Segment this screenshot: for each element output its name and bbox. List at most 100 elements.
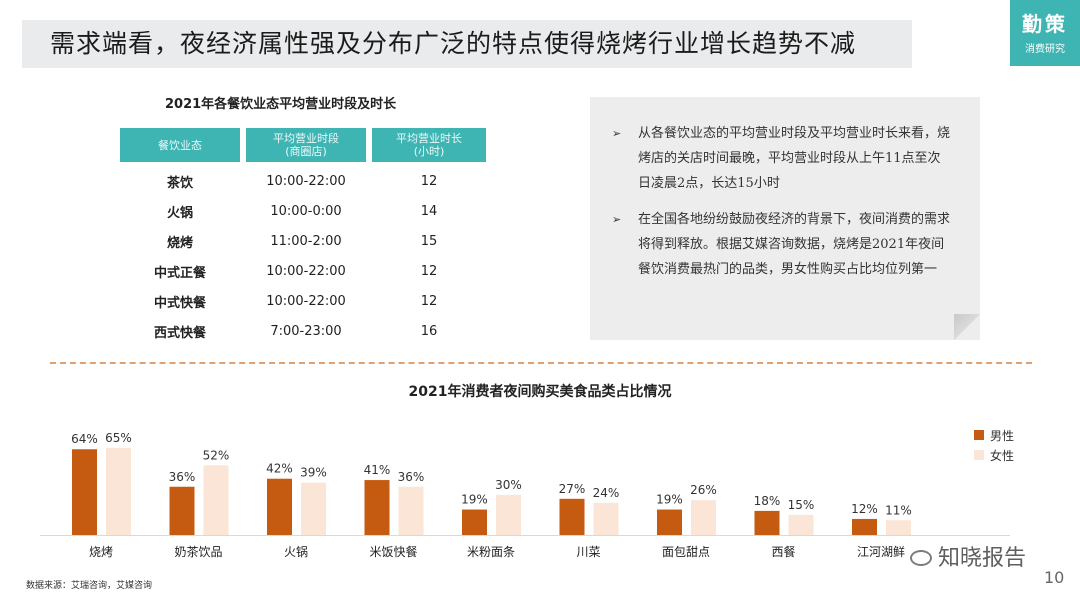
table-row: 火锅 10:00-0:00 14	[120, 196, 486, 226]
note-bullet-2: ➢ 在全国各地纷纷鼓励夜经济的背景下，夜间消费的需求将得到释放。根据艾媒咨询数据…	[612, 207, 952, 282]
legend-swatch	[974, 450, 984, 460]
data-label: 19%	[461, 493, 488, 507]
category-label: 面包甜点	[662, 545, 710, 559]
data-label: 26%	[690, 483, 717, 497]
legend-label: 男性	[990, 429, 1014, 443]
bar-male	[267, 478, 292, 535]
watermark-text: 知晓报告	[938, 546, 1027, 571]
category-label: 江河湖鲜	[857, 544, 905, 559]
table-row: 茶饮 10:00-22:00 12	[120, 166, 486, 196]
page-number: 10	[1044, 568, 1065, 587]
table-cell-hours: 12	[420, 263, 438, 279]
bar-female	[398, 486, 424, 535]
table-cell-category: 中式快餐	[153, 295, 206, 311]
table-cell-category: 火锅	[166, 205, 193, 221]
watermark: 知晓报告	[910, 540, 1026, 572]
bar-male	[754, 510, 780, 535]
table-cell-hours: 12	[420, 293, 438, 309]
table-header-hours: 平均营业时长 (小时)	[372, 128, 486, 166]
category-label: 米粉面条	[467, 545, 515, 559]
logo-sub-text: 消费研究	[1025, 44, 1065, 55]
legend-label: 女性	[990, 448, 1014, 463]
bar-female	[886, 520, 911, 535]
table-cell-period: 10:00-22:00	[266, 173, 346, 189]
bar-male	[852, 518, 877, 535]
bar-male	[559, 498, 585, 535]
data-label: 19%	[656, 493, 683, 507]
table-cell-period: 7:00-23:00	[270, 323, 342, 339]
data-label: 18%	[754, 494, 781, 508]
data-label: 24%	[593, 486, 620, 500]
bar-female	[496, 494, 521, 535]
bar-male	[462, 509, 487, 535]
bar-female	[203, 465, 229, 535]
data-label: 64%	[71, 432, 98, 446]
data-label: 30%	[495, 478, 522, 492]
bar-female	[593, 502, 619, 535]
table-cell-period: 11:00-2:00	[270, 233, 342, 249]
category-label: 米饭快餐	[369, 544, 417, 559]
table-row: 中式正餐 10:00-22:00 12	[120, 256, 486, 286]
category-label: 奶茶饮品	[174, 544, 222, 559]
note-text-2: 在全国各地纷纷鼓励夜经济的背景下，夜间消费的需求将得到释放。根据艾媒咨询数据，烧…	[638, 212, 951, 277]
page-curl-decoration	[954, 314, 980, 340]
title-bar: 需求端看，夜经济属性强及分布广泛的特点使得烧烤行业增长趋势不减	[22, 20, 912, 68]
note-bullet-1: ➢ 从各餐饮业态的平均营业时段及平均营业时长来看，烧烤店的关店时间最晚，平均营业…	[612, 121, 952, 196]
brand-logo: 勤策 消费研究	[1010, 0, 1080, 66]
data-label: 36%	[398, 470, 425, 484]
note-text-1: 从各餐饮业态的平均营业时段及平均营业时长来看，烧烤店的关店时间最晚，平均营业时段…	[638, 126, 951, 191]
table-cell-hours: 12	[420, 173, 438, 189]
wechat-icon	[910, 550, 932, 566]
table-title: 2021年各餐饮业态平均营业时段及时长	[165, 97, 397, 112]
category-label: 西餐	[771, 544, 795, 559]
logo-main-text: 勤策	[1022, 12, 1068, 36]
data-label: 12%	[851, 502, 878, 516]
table-row: 中式快餐 10:00-22:00 12	[120, 286, 486, 316]
category-label: 烧烤	[89, 544, 113, 559]
table-cell-category: 烧烤	[166, 235, 193, 251]
table-cell-period: 10:00-22:00	[266, 293, 346, 309]
table-cell-hours: 15	[420, 233, 438, 249]
data-label: 39%	[300, 466, 327, 480]
category-label: 川菜	[576, 545, 600, 559]
table-cell-period: 10:00-0:00	[270, 203, 342, 219]
data-label: 52%	[203, 448, 230, 462]
data-label: 41%	[364, 463, 391, 477]
data-label: 11%	[885, 503, 912, 517]
data-label: 36%	[169, 470, 196, 484]
page-title: 需求端看，夜经济属性强及分布广泛的特点使得烧烤行业增长趋势不减	[50, 29, 857, 58]
bar-male	[72, 449, 97, 535]
bar-male	[364, 480, 390, 535]
bar-female	[691, 500, 716, 535]
table-header-row: 餐饮业态 平均营业时段 (商圈店) 平均营业时长 (小时)	[120, 128, 486, 166]
bar-male	[657, 509, 682, 535]
bullet-arrow-icon: ➢	[612, 127, 622, 140]
table-cell-category: 茶饮	[166, 175, 193, 191]
data-label: 65%	[105, 431, 132, 445]
table-cell-hours: 16	[420, 323, 438, 339]
legend-swatch	[974, 430, 984, 440]
bar-male	[169, 486, 195, 535]
bar-female	[301, 482, 326, 535]
data-label: 15%	[788, 498, 815, 512]
table-cell-category: 西式快餐	[153, 325, 206, 341]
data-source: 数据来源：艾瑞咨询，艾媒咨询	[26, 581, 153, 591]
table-cell-hours: 14	[420, 203, 438, 219]
bullet-arrow-icon: ➢	[612, 213, 622, 226]
business-hours-table: 餐饮业态 平均营业时段 (商圈店) 平均营业时长 (小时) 茶饮 10:00-22:0…	[114, 128, 492, 346]
table-row: 烧烤 11:00-2:00 15	[120, 226, 486, 256]
table-header-category: 餐饮业态	[120, 128, 240, 166]
chart-title: 2021年消费者夜间购买美食品类占比情况	[408, 384, 672, 400]
data-label: 27%	[559, 482, 586, 496]
summary-note: ➢ 从各餐饮业态的平均营业时段及平均营业时长来看，烧烤店的关店时间最晚，平均营业…	[590, 97, 980, 340]
bar-female	[788, 514, 814, 535]
category-label: 火锅	[284, 544, 308, 559]
table-cell-period: 10:00-22:00	[266, 263, 346, 279]
table-header-period: 平均营业时段 (商圈店)	[246, 128, 366, 166]
data-label: 42%	[266, 462, 293, 476]
section-divider	[50, 362, 1032, 364]
table-row: 西式快餐 7:00-23:00 16	[120, 316, 486, 346]
table-cell-category: 中式正餐	[153, 265, 206, 281]
bar-female	[106, 447, 131, 535]
